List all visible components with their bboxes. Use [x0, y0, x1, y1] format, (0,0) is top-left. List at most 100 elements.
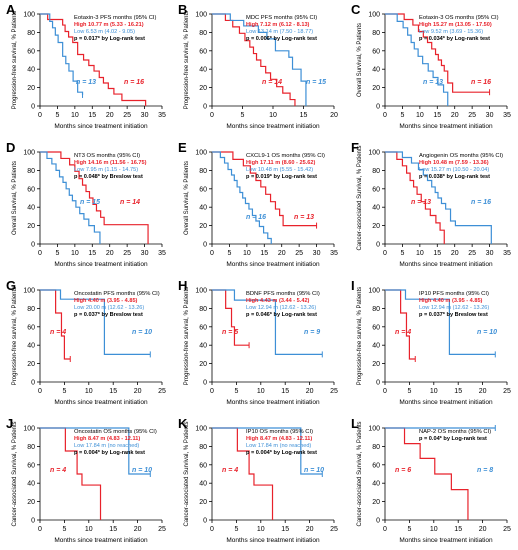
x-tick-label: 20 [278, 250, 286, 257]
y-tick-label: 0 [31, 518, 35, 525]
panel-k: K 0 20 40 60 80 100 0 5 10 15 20 25 Months since trea… [178, 416, 338, 544]
n-label: n = 13 [76, 79, 96, 86]
x-tick-label: 5 [55, 112, 59, 119]
x-tick-label: 15 [281, 526, 289, 533]
panel-letter: K [178, 416, 188, 431]
annotation-stat-line: p = 0.037* by Breslow test [419, 312, 488, 318]
panel-i: I 0 20 40 60 80 100 0 5 10 15 20 25 Months since trea… [351, 278, 511, 406]
annotation-stat-line: Low 9.52 m (3.69 - 15.36) [419, 29, 483, 35]
x-axis-label: Months since treatment initiation [399, 399, 493, 406]
x-tick-label: 10 [416, 112, 424, 119]
x-tick-label: 20 [451, 112, 459, 119]
panel-letter: C [351, 2, 361, 17]
annotation-stat-line: High 17.11 m (8.60 - 25.62) [246, 160, 315, 166]
x-tick-label: 30 [486, 112, 494, 119]
annotation-title: NT3 OS months (95% CI) [74, 153, 140, 159]
x-axis-label: Months since treatment initiation [226, 123, 320, 130]
y-tick-label: 60 [27, 324, 35, 331]
annotation-stat-line: High 10.77 m (5.33 - 16.21) [74, 22, 144, 28]
y-tick-label: 100 [368, 150, 380, 157]
x-tick-label: 25 [330, 526, 338, 533]
x-tick-label: 25 [158, 526, 166, 533]
y-tick-label: 80 [27, 306, 35, 313]
y-axis-label: Progression-free survival, % Patients [184, 11, 190, 109]
annotation-stat-line: Low 12.94 m (12.62 - 13.26) [246, 305, 316, 311]
y-tick-label: 20 [372, 85, 380, 92]
x-axis-label: Months since treatment initiation [54, 399, 148, 406]
n-label: n = 13 [294, 214, 314, 221]
y-tick-label: 0 [376, 380, 380, 387]
x-tick-label: 15 [109, 388, 117, 395]
x-axis-label: Months since treatment initiation [54, 261, 148, 268]
annotation-title: MDC PFS months (95% CI) [246, 15, 317, 21]
y-tick-label: 60 [372, 186, 380, 193]
y-tick-label: 80 [372, 306, 380, 313]
y-tick-label: 20 [372, 223, 380, 230]
x-tick-label: 0 [210, 526, 214, 533]
survival-curve-high [40, 289, 71, 360]
n-label: n = 14 [262, 79, 282, 86]
x-tick-label: 5 [407, 526, 411, 533]
annotation-stat-line: p = 0.038* by Log-rank test [419, 174, 490, 180]
x-tick-label: 25 [123, 250, 131, 257]
x-axis-label: Months since treatment initiation [226, 537, 320, 544]
x-tick-label: 10 [243, 250, 251, 257]
n-label: n = 13 [423, 79, 443, 86]
y-tick-label: 100 [195, 426, 207, 433]
panel-b: B 0 20 40 60 80 100 0 5 10 15 20 Months since treatm… [178, 2, 338, 130]
annotation-title: Eotaxin-3 PFS months (95% CI) [74, 15, 157, 21]
y-axis-label: Progression-free survival, % Patients [12, 11, 18, 109]
y-tick-label: 40 [27, 343, 35, 350]
y-tick-label: 100 [195, 288, 207, 295]
x-tick-label: 5 [234, 388, 238, 395]
x-tick-label: 5 [227, 250, 231, 257]
x-tick-label: 5 [407, 388, 411, 395]
n-label: n = 8 [477, 467, 493, 474]
survival-curve-low [40, 289, 151, 355]
x-tick-label: 10 [85, 526, 93, 533]
y-axis-label: Progression-free survival, % Patients [357, 287, 363, 385]
panel-c: C 0 20 40 60 80 100 0 5 10 15 20 25 30 35 Months since … [351, 2, 511, 130]
panel-letter: G [6, 278, 16, 293]
x-axis-label: Months since treatment initiation [54, 123, 148, 130]
x-tick-label: 25 [158, 388, 166, 395]
y-tick-label: 0 [203, 380, 207, 387]
n-label: n = 4 [50, 329, 66, 336]
y-tick-label: 80 [199, 168, 207, 175]
x-axis-label: Months since treatment initiation [54, 537, 148, 544]
y-tick-label: 60 [372, 324, 380, 331]
x-tick-label: 15 [88, 250, 96, 257]
x-tick-label: 5 [400, 250, 404, 257]
x-tick-label: 5 [55, 250, 59, 257]
x-axis-label: Months since treatment initiation [226, 399, 320, 406]
x-tick-label: 25 [468, 112, 476, 119]
annotation-stat-line: High 15.27 m (13.05 - 17.50) [419, 22, 492, 28]
x-tick-label: 15 [88, 112, 96, 119]
x-tick-label: 15 [433, 112, 441, 119]
x-tick-label: 20 [479, 388, 487, 395]
x-tick-label: 15 [260, 250, 268, 257]
annotation-stat-line: p = 0.034* by Log-rank test [419, 36, 490, 42]
y-tick-label: 0 [376, 518, 380, 525]
x-tick-label: 10 [71, 112, 79, 119]
x-tick-label: 15 [454, 526, 462, 533]
survival-curve-high [212, 151, 317, 227]
x-tick-label: 10 [257, 388, 265, 395]
y-tick-label: 20 [199, 223, 207, 230]
y-tick-label: 100 [23, 426, 35, 433]
survival-curve-high [385, 151, 445, 244]
n-label: n = 16 [471, 199, 491, 206]
x-tick-label: 0 [38, 526, 42, 533]
annotation-stat-line: High 4.40 m (3.95 - 4.85) [74, 298, 138, 304]
survival-curve-high [40, 427, 102, 520]
n-label: n = 6 [395, 467, 411, 474]
panel-letter: L [351, 416, 359, 431]
x-tick-label: 25 [295, 250, 303, 257]
y-tick-label: 60 [372, 48, 380, 55]
annotation-title: IP10 OS months (95% CI) [246, 429, 313, 435]
x-tick-label: 0 [210, 388, 214, 395]
survival-curve-high [212, 427, 274, 520]
survival-curve-high [385, 13, 490, 93]
y-tick-label: 100 [195, 12, 207, 19]
y-tick-label: 100 [368, 426, 380, 433]
